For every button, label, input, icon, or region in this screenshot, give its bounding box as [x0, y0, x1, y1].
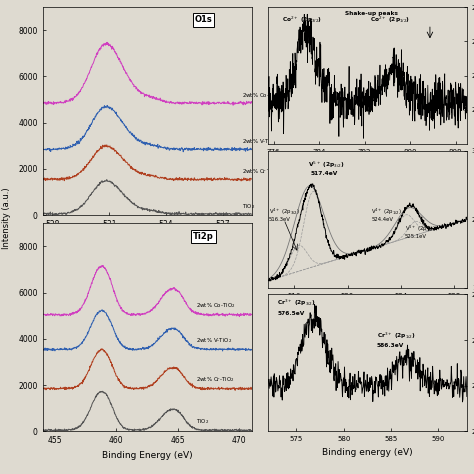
Text: V$^{4+}$ (2p$_{3/2}$): V$^{4+}$ (2p$_{3/2}$) [269, 206, 299, 216]
Text: 524.4eV: 524.4eV [371, 217, 393, 221]
Text: V$^{4+}$ (2p$_{1/2}$): V$^{4+}$ (2p$_{1/2}$) [371, 206, 402, 216]
Text: 2wt% Cr-TiO$_2$: 2wt% Cr-TiO$_2$ [196, 375, 235, 384]
Text: 2wt% Co-TiO$_2$: 2wt% Co-TiO$_2$ [242, 91, 282, 100]
Text: Cr$^{3+}$ (2p$_{1/2}$): Cr$^{3+}$ (2p$_{1/2}$) [377, 330, 416, 340]
Text: Ti2p: Ti2p [193, 232, 214, 241]
Text: Shake-up peaks: Shake-up peaks [345, 11, 398, 16]
Text: V$^{5+}$ (2p$_{1/2}$): V$^{5+}$ (2p$_{1/2}$) [404, 224, 435, 233]
X-axis label: Binding Energy (eV): Binding Energy (eV) [102, 451, 192, 460]
Text: Co$^{2+}$ (2p$_{1/2}$): Co$^{2+}$ (2p$_{1/2}$) [370, 14, 410, 24]
Text: 2wt% Co-TiO$_2$: 2wt% Co-TiO$_2$ [196, 301, 236, 310]
Text: V$^{5+}$ (2p$_{3/2}$): V$^{5+}$ (2p$_{3/2}$) [308, 159, 344, 169]
Text: 576.5eV: 576.5eV [277, 310, 305, 316]
Text: 517.4eV: 517.4eV [310, 172, 337, 176]
Text: 2wt% V-TiO$_2$: 2wt% V-TiO$_2$ [242, 137, 278, 146]
Text: 525.1eV: 525.1eV [404, 234, 427, 239]
Text: O1s: O1s [195, 16, 212, 25]
Text: TiO$_2$: TiO$_2$ [196, 417, 210, 426]
Text: 2wt% Cr TiO$_2$: 2wt% Cr TiO$_2$ [242, 168, 281, 176]
X-axis label: Binding energy (eV): Binding energy (eV) [322, 448, 413, 457]
Text: 516.3eV: 516.3eV [269, 217, 291, 221]
Text: Co$^{2+}$ (2p$_{3/2}$): Co$^{2+}$ (2p$_{3/2}$) [282, 14, 322, 24]
Text: Cr$^{3+}$ (2p$_{3/2}$): Cr$^{3+}$ (2p$_{3/2}$) [277, 297, 316, 307]
Text: 586.3eV: 586.3eV [377, 343, 404, 348]
Text: TiO$_2$: TiO$_2$ [242, 202, 255, 211]
Text: 2wt% V-TiO$_2$: 2wt% V-TiO$_2$ [196, 336, 233, 345]
Text: Intensity (a.u.): Intensity (a.u.) [2, 187, 11, 249]
